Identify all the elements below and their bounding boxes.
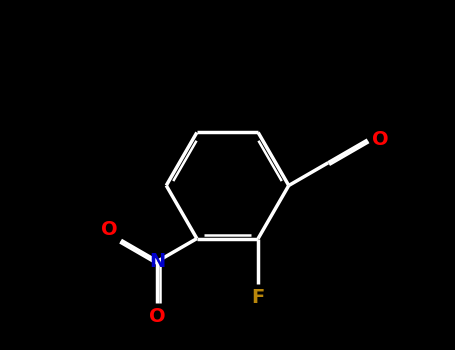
Text: N: N (149, 252, 166, 271)
Text: F: F (252, 288, 265, 307)
Text: O: O (149, 308, 166, 327)
Text: O: O (101, 219, 117, 239)
Text: O: O (372, 130, 389, 149)
